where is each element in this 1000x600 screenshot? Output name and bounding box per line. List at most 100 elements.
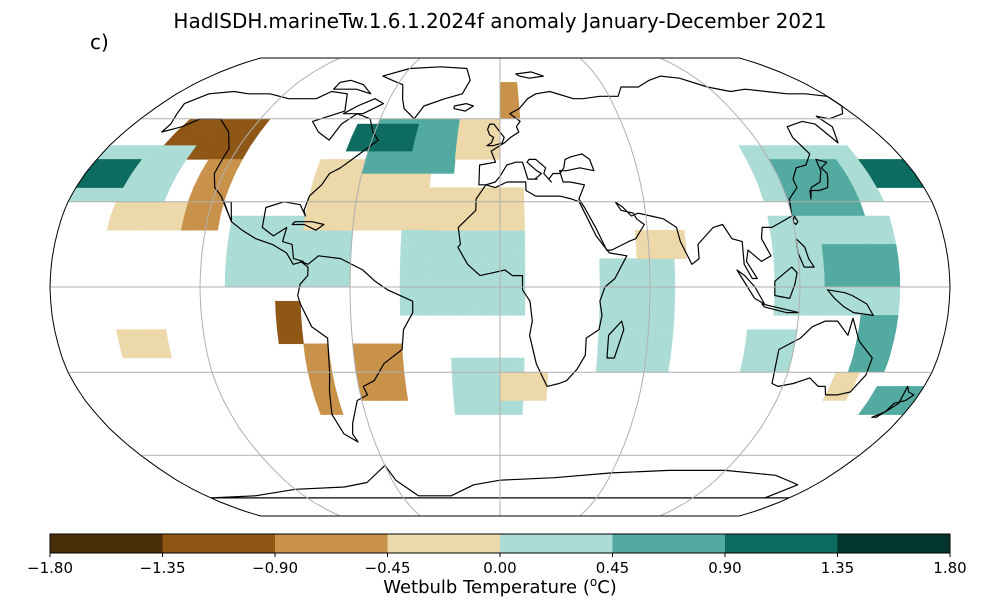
grid-cell bbox=[153, 329, 169, 345]
grid-cell bbox=[462, 300, 476, 316]
grid-cell bbox=[405, 173, 420, 188]
grid-cell bbox=[886, 272, 901, 288]
grid-cell bbox=[466, 145, 479, 160]
panel-label: c) bbox=[90, 30, 109, 54]
grid-cell bbox=[512, 300, 526, 316]
grid-cell bbox=[885, 258, 900, 274]
colorbar-bin bbox=[837, 534, 950, 553]
grid-cell bbox=[512, 286, 526, 302]
grid-cell bbox=[624, 272, 638, 288]
grid-cell bbox=[393, 386, 409, 401]
grid-cell bbox=[340, 215, 355, 231]
map-outline bbox=[49, 57, 951, 517]
grid-cell bbox=[597, 343, 611, 359]
colorbar-tick-label: −1.35 bbox=[139, 559, 186, 577]
grid-cell bbox=[274, 272, 289, 288]
grid-cell bbox=[511, 187, 525, 203]
grid-cell bbox=[833, 244, 849, 259]
grid-cell bbox=[462, 286, 476, 302]
grid-cell bbox=[391, 187, 407, 203]
grid-cell bbox=[511, 357, 525, 373]
grid-cell bbox=[417, 173, 432, 188]
colorbar-tick-label: −1.80 bbox=[27, 559, 73, 577]
grid-cell bbox=[324, 272, 338, 288]
grid-cell bbox=[474, 258, 488, 274]
grid-cell bbox=[661, 300, 676, 316]
grid-cell bbox=[424, 258, 439, 274]
grid-cell bbox=[624, 258, 638, 274]
grid-cell bbox=[499, 201, 513, 217]
coastline bbox=[486, 123, 505, 147]
grid-cell bbox=[621, 343, 636, 359]
grid-cell bbox=[451, 201, 465, 217]
grid-cell bbox=[250, 258, 264, 274]
grid-cell bbox=[404, 123, 420, 138]
grid-cell bbox=[508, 93, 520, 107]
grid-cell bbox=[487, 357, 501, 373]
colorbar-bin bbox=[500, 534, 613, 553]
grid-cell bbox=[303, 343, 318, 359]
grid-cell bbox=[499, 215, 513, 231]
grid-cell bbox=[597, 329, 612, 345]
grid-cell bbox=[474, 244, 488, 259]
grid-cell bbox=[449, 286, 463, 302]
grid-cell bbox=[607, 357, 622, 373]
coastline bbox=[342, 98, 385, 115]
grid-cell bbox=[451, 187, 465, 203]
grid-cell bbox=[415, 187, 430, 203]
grid-cell bbox=[499, 105, 511, 120]
colorbar-bin bbox=[612, 534, 725, 553]
colorbar-bin bbox=[725, 534, 838, 553]
colorbar-title: Wetbulb Temperature (oC) bbox=[383, 575, 617, 598]
grid-cell bbox=[324, 258, 339, 274]
grid-cell bbox=[848, 258, 863, 274]
coastline bbox=[826, 289, 874, 316]
grid-cell bbox=[757, 329, 773, 345]
grid-cell bbox=[647, 329, 662, 345]
colorbar-tick-label: −0.90 bbox=[252, 559, 298, 577]
grid-cell bbox=[823, 258, 838, 274]
grid-cell bbox=[289, 229, 304, 245]
grid-cell bbox=[512, 272, 526, 288]
grid-cell bbox=[771, 244, 787, 259]
grid-cell bbox=[462, 229, 476, 245]
grid-cell bbox=[487, 272, 501, 288]
grid-cell bbox=[499, 93, 510, 107]
grid-cell bbox=[287, 300, 302, 316]
grid-cell bbox=[456, 131, 469, 146]
grid-cell bbox=[467, 131, 480, 146]
grid-cell bbox=[487, 187, 501, 203]
grid-cell bbox=[860, 258, 875, 274]
grid-cell bbox=[399, 258, 414, 274]
grid-cell bbox=[512, 244, 526, 259]
grid-cell bbox=[254, 215, 270, 231]
grid-cell bbox=[849, 272, 863, 288]
grid-cell bbox=[823, 300, 838, 316]
coastline bbox=[161, 90, 379, 265]
grid-cell bbox=[637, 286, 651, 302]
grid-cell bbox=[623, 315, 638, 330]
grid-cell bbox=[523, 371, 537, 387]
grid-cell bbox=[799, 272, 813, 288]
grid-cell bbox=[499, 300, 513, 316]
grid-cell bbox=[657, 343, 673, 359]
grid-cell bbox=[511, 201, 525, 217]
grid-cell bbox=[824, 272, 838, 288]
grid-cell bbox=[835, 258, 850, 274]
grid-cell bbox=[399, 286, 413, 302]
grid-cell bbox=[649, 258, 663, 274]
grid-cell bbox=[378, 201, 393, 217]
grid-cell bbox=[487, 244, 501, 259]
grid-cell bbox=[412, 244, 427, 259]
grid-cell bbox=[376, 343, 391, 359]
grid-cell bbox=[885, 300, 900, 316]
grid-cell bbox=[463, 201, 477, 217]
grid-cell bbox=[399, 300, 414, 316]
coastline bbox=[809, 158, 829, 200]
grid-cell bbox=[886, 286, 901, 302]
colorbar-bin bbox=[275, 534, 388, 553]
grid-cell bbox=[438, 215, 452, 231]
coastline bbox=[515, 71, 544, 79]
grid-cell bbox=[634, 329, 649, 345]
grid-cell bbox=[337, 244, 352, 259]
